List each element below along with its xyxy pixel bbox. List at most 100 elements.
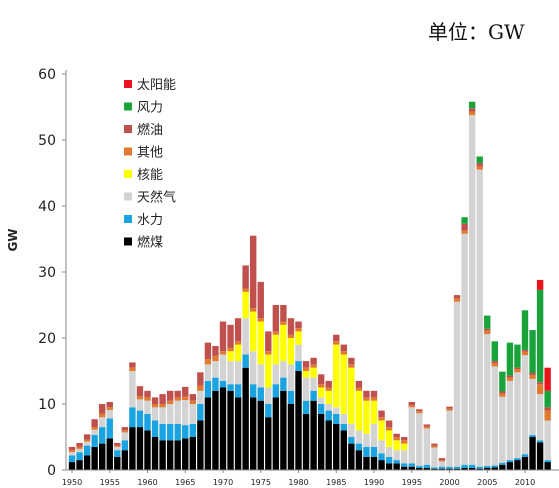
bar-segment-1980-s3 [295, 331, 302, 345]
bar-segment-1959-s1 [136, 410, 144, 428]
bar-segment-1972-s4 [234, 341, 242, 345]
bar-segment-1962-s5 [159, 394, 166, 404]
legend-swatch-其他 [124, 147, 132, 156]
bar-segment-1957-s5 [121, 427, 129, 431]
bar-segment-1992-s0 [385, 463, 393, 470]
legend-label-燃油: 燃油 [137, 122, 163, 138]
bar-segment-1959-s2 [136, 399, 144, 411]
bar-segment-1987-s4 [348, 364, 355, 368]
bar-segment-2013-s0 [544, 462, 551, 470]
bar-segment-1962-s4 [159, 404, 166, 408]
bar-segment-1984-s1 [325, 410, 332, 421]
bar-segment-1972-s3 [234, 344, 242, 362]
bar-segment-1990-s4 [370, 397, 378, 401]
bar-segment-1988-s1 [355, 443, 363, 451]
y-tick-label-60: 60 [38, 67, 56, 83]
bar-segment-1982-s0 [310, 400, 317, 470]
bar-segment-1964-s1 [174, 423, 181, 441]
bar-segment-1971-s4 [227, 347, 234, 352]
bar-segment-2005-s4 [484, 330, 491, 335]
bar-segment-1987-s5 [348, 357, 355, 365]
legend-label-其他: 其他 [137, 146, 163, 161]
bar-segment-1952-s4 [83, 439, 91, 442]
bar-segment-1982-s5 [310, 357, 317, 365]
bar-segment-1995-s5 [408, 402, 415, 406]
bar-segment-1974-s4 [250, 308, 257, 312]
bar-segment-1989-s5 [363, 390, 370, 398]
bar-segment-1995-s2 [408, 407, 415, 464]
bar-segment-1964-s0 [174, 440, 181, 470]
bar-segment-2008-s0 [506, 462, 514, 470]
bar-segment-1954-s5 [99, 404, 106, 414]
bar-segment-1952-s5 [83, 434, 91, 440]
bar-segment-1991-s4 [378, 417, 385, 421]
bar-segment-1967-s5 [197, 372, 204, 386]
bar-segment-2010-s1 [521, 454, 529, 457]
bar-segment-1966-s2 [189, 404, 196, 424]
bar-segment-1994-s2 [401, 450, 408, 464]
bar-segment-1979-s5 [287, 318, 295, 335]
bar-segment-1955-s5 [106, 402, 113, 408]
bar-segment-1998-s4 [431, 445, 438, 448]
bar-segment-1970-s4 [219, 351, 227, 355]
bar-segment-1966-s1 [189, 423, 196, 437]
bar-segment-1950-s5 [68, 446, 76, 451]
bar-segment-1973-s4 [242, 288, 249, 292]
bar-segment-2011-s0 [529, 437, 536, 470]
legend-label-风力: 风力 [137, 101, 163, 116]
bar-segment-1965-s2 [182, 400, 189, 426]
bar-segment-1993-s2 [393, 450, 400, 461]
bar-segment-1975-s2 [257, 364, 264, 388]
bar-segment-1960-s2 [144, 400, 151, 414]
legend-label-燃煤: 燃煤 [137, 235, 163, 251]
bar-segment-1985-s1 [333, 413, 340, 424]
bar-segment-1988-s2 [355, 430, 363, 444]
bar-segment-1967-s1 [197, 404, 204, 421]
bar-segment-1991-s3 [378, 420, 385, 441]
x-tick-label-1990: 1990 [364, 478, 384, 487]
bar-segment-1972-s2 [234, 361, 242, 385]
bar-segment-2007-s1 [499, 462, 506, 465]
bar-segment-1993-s4 [393, 437, 400, 441]
y-tick-label-40: 40 [38, 199, 56, 215]
bar-segment-1951-s4 [76, 446, 83, 449]
bar-segment-2002-s6 [461, 217, 468, 224]
bar-segment-1953-s5 [91, 419, 98, 428]
bar-segment-1996-s5 [416, 409, 423, 412]
bar-segment-1989-s4 [363, 397, 370, 401]
bar-segment-1981-s3 [302, 371, 310, 378]
bar-segment-1979-s2 [287, 364, 295, 391]
bar-segment-2000-s0 [446, 468, 453, 470]
bar-segment-1971-s5 [227, 324, 234, 348]
bar-segment-1966-s0 [189, 437, 196, 470]
bar-segment-1974-s5 [250, 235, 257, 309]
bar-segment-1995-s1 [408, 463, 415, 467]
bar-segment-1953-s1 [91, 435, 98, 447]
bar-segment-1965-s4 [182, 396, 189, 401]
bar-segment-1981-s5 [302, 361, 310, 368]
bar-segment-1975-s4 [257, 318, 264, 322]
bar-segment-1978-s1 [280, 377, 287, 391]
bar-segment-1997-s1 [423, 464, 431, 469]
x-tick-label-1960: 1960 [137, 478, 157, 487]
bar-segment-2002-s2 [461, 233, 468, 465]
bar-segment-2012-s1 [536, 440, 544, 443]
bar-segment-2008-s4 [506, 377, 514, 381]
bar-segment-1986-s4 [340, 351, 347, 355]
bar-segment-1968-s0 [204, 397, 212, 470]
bar-segment-1988-s5 [355, 380, 363, 388]
bar-segment-1976-s4 [265, 351, 272, 355]
y-tick-label-10: 10 [38, 397, 56, 413]
bar-segment-2011-s4 [529, 374, 536, 379]
bar-segment-2010-s4 [521, 351, 529, 356]
bar-segment-1979-s1 [287, 390, 295, 404]
bar-segment-1996-s4 [416, 411, 423, 414]
bar-segment-2003-s5 [468, 108, 476, 112]
legend-label-水力: 水力 [137, 213, 163, 228]
bar-segment-1953-s0 [91, 446, 98, 470]
bar-segment-1958-s1 [129, 407, 136, 428]
bar-segment-2013-s6 [544, 390, 551, 408]
bar-segment-1969-s4 [212, 355, 219, 362]
bar-segment-1955-s0 [106, 438, 113, 470]
